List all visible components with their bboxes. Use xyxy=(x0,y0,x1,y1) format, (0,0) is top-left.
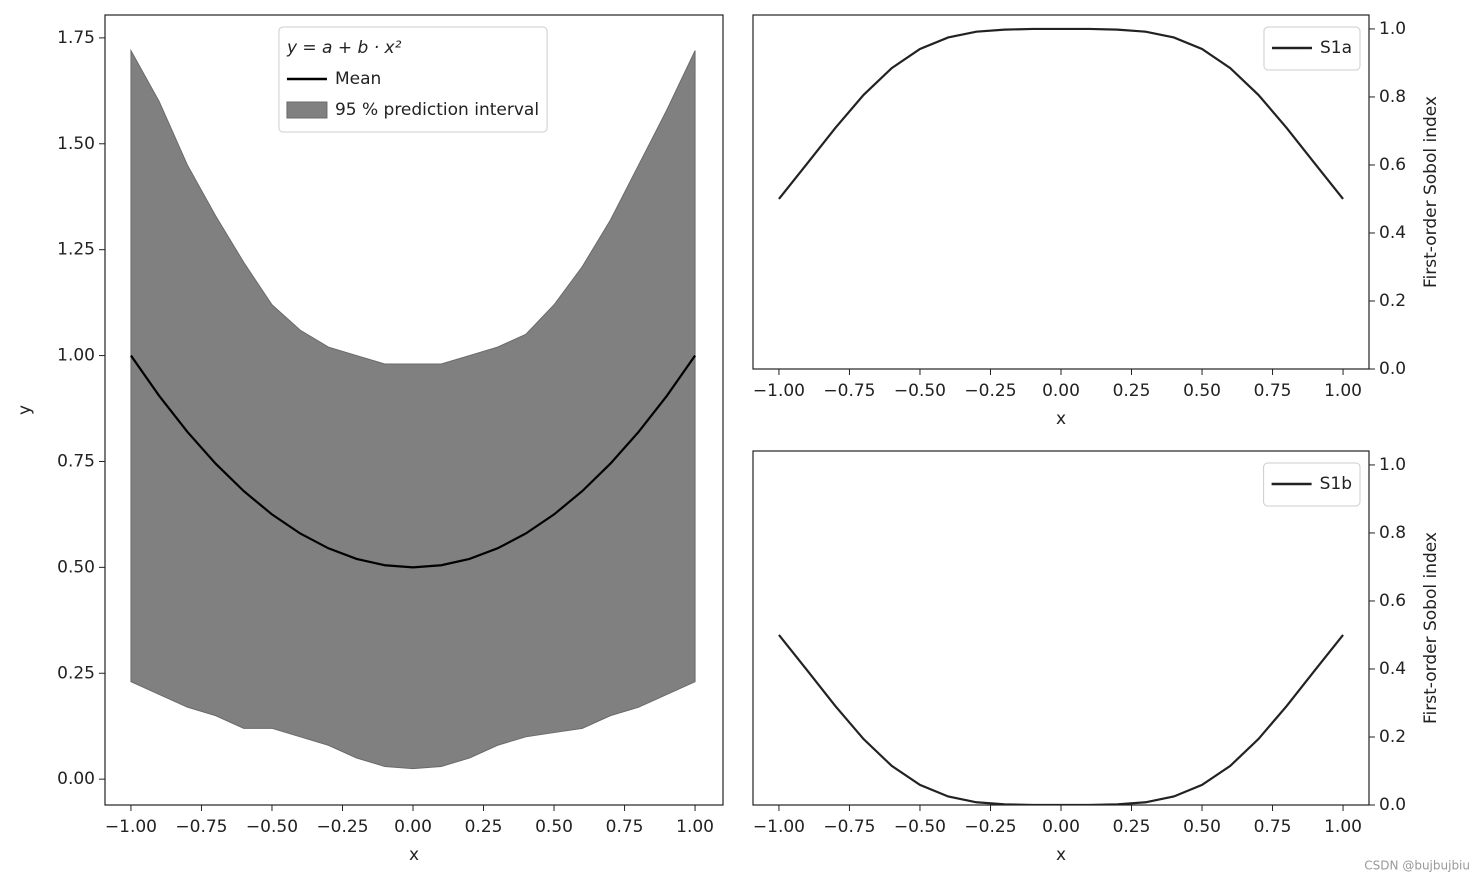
x-tick-label: −1.00 xyxy=(753,381,805,401)
x-axis-label: x xyxy=(409,845,419,865)
y-tick-label: 0.8 xyxy=(1379,87,1406,107)
x-tick-label: −0.25 xyxy=(964,381,1016,401)
y-axis-label: First-order Sobol index xyxy=(1421,532,1441,724)
legend: S1a xyxy=(1263,26,1361,71)
y-tick-label: 0.25 xyxy=(57,663,95,683)
x-tick-label: 0.50 xyxy=(535,817,573,837)
y-tick-label: 0.75 xyxy=(57,451,95,471)
x-tick-label: −1.00 xyxy=(753,817,805,837)
legend: y = a + b · x² Mean 95 % prediction interv… xyxy=(278,26,548,133)
y-tick-label: 1.50 xyxy=(57,134,95,154)
x-tick-label: 0.25 xyxy=(465,817,503,837)
x-tick-label: −0.50 xyxy=(894,381,946,401)
x-tick-label: 1.00 xyxy=(1324,817,1362,837)
x-tick-label: −0.75 xyxy=(823,381,875,401)
x-tick-label: 0.75 xyxy=(606,817,644,837)
x-tick-label: 0.75 xyxy=(1254,381,1292,401)
x-tick-label: −0.75 xyxy=(175,817,227,837)
x-tick-label: 0.00 xyxy=(1042,381,1080,401)
series-line xyxy=(778,27,1344,200)
y-tick-label: 1.75 xyxy=(57,28,95,48)
legend-label: S1a xyxy=(1320,38,1352,58)
series-line xyxy=(778,634,1344,805)
legend-title: y = a + b · x² xyxy=(286,38,402,58)
plot-area xyxy=(778,634,1344,805)
x-tick-label: 0.25 xyxy=(1113,381,1151,401)
x-tick-label: 0.50 xyxy=(1183,817,1221,837)
legend-box xyxy=(1263,26,1361,71)
prediction-band xyxy=(130,48,696,770)
axes-frame xyxy=(104,14,724,806)
x-tick-label: 0.50 xyxy=(1183,381,1221,401)
y-axis-label: First-order Sobol index xyxy=(1421,96,1441,288)
series-line xyxy=(130,354,696,569)
x-axis-label: x xyxy=(1056,845,1066,865)
x-axis-label: x xyxy=(1056,409,1066,429)
y-tick-label: 0.0 xyxy=(1379,795,1406,815)
y-tick-label: 1.0 xyxy=(1379,19,1406,39)
x-tick-label: 0.75 xyxy=(1254,817,1292,837)
y-tick-label: 1.0 xyxy=(1379,455,1406,475)
x-tick-label: −1.00 xyxy=(105,817,157,837)
y-tick-label: 0.4 xyxy=(1379,659,1406,679)
x-tick-label: −0.50 xyxy=(246,817,298,837)
y-axis-label: y xyxy=(15,405,35,415)
legend-box xyxy=(1263,462,1361,507)
y-tick-label: 1.00 xyxy=(57,346,95,366)
y-tick-label: 0.0 xyxy=(1379,359,1406,379)
legend: S1b xyxy=(1263,462,1361,507)
legend-label: Mean xyxy=(335,69,381,89)
y-tick-label: 0.8 xyxy=(1379,523,1406,543)
legend-label: 95 % prediction interval xyxy=(335,100,539,120)
x-tick-label: −0.25 xyxy=(964,817,1016,837)
legend-label: S1b xyxy=(1320,474,1352,494)
y-tick-label: 0.4 xyxy=(1379,223,1406,243)
y-tick-label: 0.00 xyxy=(57,769,95,789)
y-tick-label: 0.6 xyxy=(1379,591,1406,611)
y-tick-label: 0.2 xyxy=(1379,291,1406,311)
watermark: CSDN @bujbujbiu xyxy=(1364,859,1470,873)
plot-area xyxy=(130,48,696,770)
x-tick-label: 1.00 xyxy=(1324,381,1362,401)
x-tick-label: 0.25 xyxy=(1113,817,1151,837)
y-tick-label: 0.2 xyxy=(1379,727,1406,747)
plot-area xyxy=(778,27,1344,200)
x-tick-label: 0.00 xyxy=(1042,817,1080,837)
legend-swatch xyxy=(286,101,328,119)
y-tick-label: 1.25 xyxy=(57,240,95,260)
legend-box xyxy=(278,26,548,133)
y-tick-label: 0.6 xyxy=(1379,155,1406,175)
x-tick-label: 0.00 xyxy=(394,817,432,837)
x-tick-label: −0.75 xyxy=(823,817,875,837)
y-tick-label: 0.50 xyxy=(57,557,95,577)
x-tick-label: 1.00 xyxy=(676,817,714,837)
x-tick-label: −0.50 xyxy=(894,817,946,837)
x-tick-label: −0.25 xyxy=(316,817,368,837)
